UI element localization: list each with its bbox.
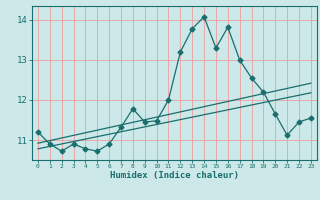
X-axis label: Humidex (Indice chaleur): Humidex (Indice chaleur) bbox=[110, 171, 239, 180]
